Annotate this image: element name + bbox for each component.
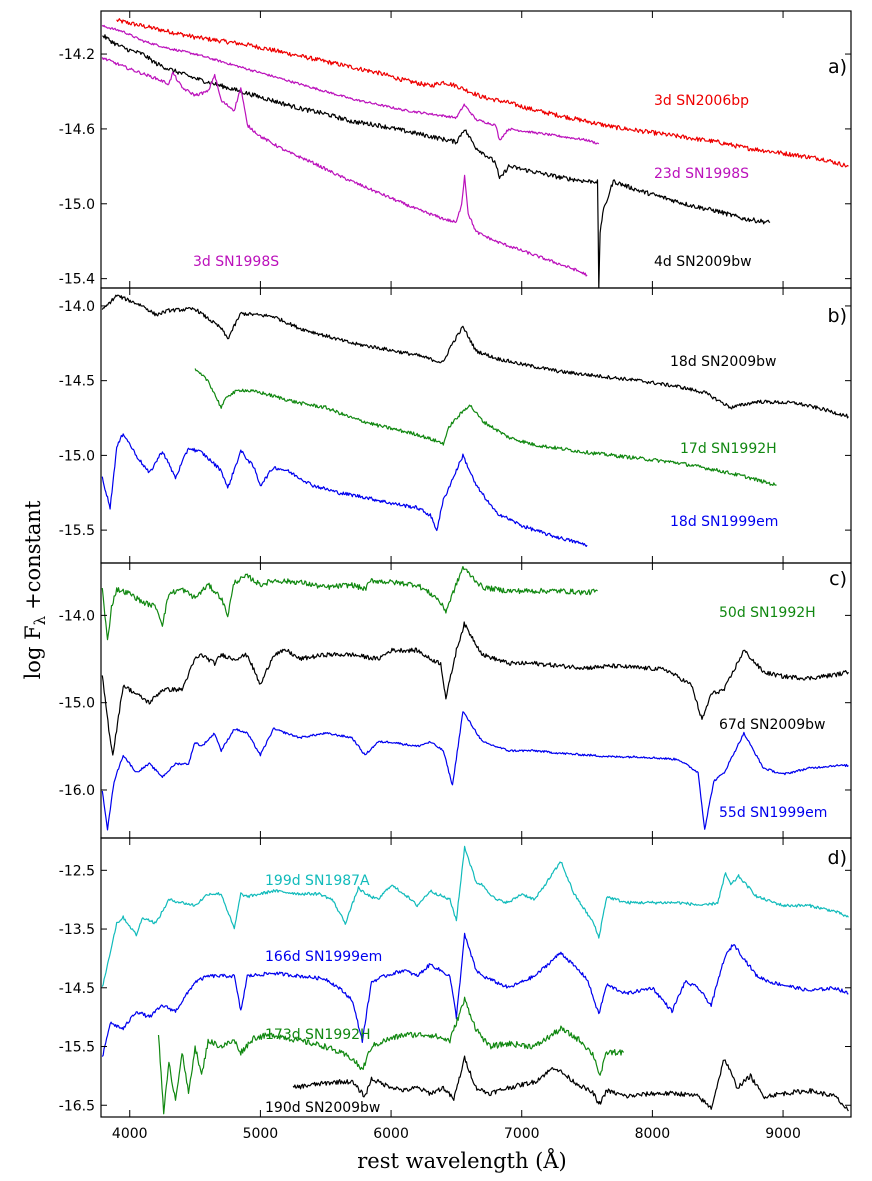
x-tick-label: 5000 xyxy=(243,1126,279,1142)
label-3d-sn1998s: 3d SN1998S xyxy=(193,254,279,270)
spectrum-3d-sn1998s xyxy=(101,57,588,277)
y-tick-label: -15.5 xyxy=(59,523,95,539)
spectrum-23d-sn1998s xyxy=(101,24,600,145)
y-tick-label: -14.5 xyxy=(59,981,95,997)
y-tick-label: -16.5 xyxy=(59,1098,95,1114)
y-tick-label: -14.5 xyxy=(59,374,95,390)
x-tick-label: 7000 xyxy=(504,1126,540,1142)
label-3d-sn2006bp: 3d SN2006bp xyxy=(654,93,749,109)
label-23d-sn1998s: 23d SN1998S xyxy=(654,166,749,182)
x-tick-label: 6000 xyxy=(373,1126,409,1142)
panel-label-d: d) xyxy=(828,847,847,869)
spectrum-18d-sn2009bw xyxy=(101,294,849,419)
spectrum-166d-sn1999em xyxy=(101,932,849,1057)
y-tick-label: -12.5 xyxy=(59,863,95,879)
x-axis-title: rest wavelength (Å) xyxy=(357,1148,566,1173)
spectrum-173d-sn1992h xyxy=(157,996,625,1115)
spectrum-67d-sn2009bw xyxy=(101,621,849,756)
spectrum-4d-sn2009bw xyxy=(102,34,771,288)
y-tick-label: -15.4 xyxy=(59,272,95,288)
y-tick-label: -15.0 xyxy=(59,197,95,213)
spectrum-190d-sn2009bw xyxy=(292,1055,849,1112)
x-tick-label: 9000 xyxy=(765,1126,801,1142)
y-tick-label: -13.5 xyxy=(59,922,95,938)
y-tick-label: -14.0 xyxy=(59,608,95,624)
x-tick-label: 8000 xyxy=(635,1126,671,1142)
label-190d-sn2009bw: 190d SN2009bw xyxy=(265,1100,380,1116)
y-tick-label: -15.0 xyxy=(59,696,95,712)
panel-label-a: a) xyxy=(828,56,847,78)
spectrum-199d-sn1987a xyxy=(101,845,849,987)
y-tick-label: -14.2 xyxy=(59,47,95,63)
y-axis-title-sub: λ xyxy=(31,615,49,625)
x-tick-label: 4000 xyxy=(112,1126,148,1142)
label-18d-sn1999em: 18d SN1999em xyxy=(670,514,778,530)
label-17d-sn1992h: 17d SN1992H xyxy=(680,441,777,457)
label-166d-sn1999em: 166d SN1999em xyxy=(265,949,382,965)
spectrum-50d-sn1992h xyxy=(101,565,598,641)
spectrum-3d-sn2006bp xyxy=(116,18,849,168)
y-axis-title: log Fλ +constant xyxy=(21,500,49,679)
label-199d-sn1987a: 199d SN1987A xyxy=(265,873,370,889)
label-173d-sn1992h: 173d SN1992H xyxy=(265,1027,371,1043)
label-50d-sn1992h: 50d SN1992H xyxy=(719,605,816,621)
y-tick-label: -15.0 xyxy=(59,448,95,464)
panel-frame-3 xyxy=(100,837,852,1118)
plot-layer: -14.2 -14.6 -15.0 -15.4 -14.0 -14.5 -15.0 -15.5… xyxy=(59,10,852,1142)
y-tick-label: -14.0 xyxy=(59,299,95,315)
label-55d-sn1999em: 55d SN1999em xyxy=(719,805,827,821)
y-axis-title-main: log F xyxy=(21,625,45,679)
label-4d-sn2009bw: 4d SN2009bw xyxy=(654,254,752,270)
y-tick-label: -14.6 xyxy=(59,122,95,138)
label-18d-sn2009bw: 18d SN2009bw xyxy=(670,354,776,370)
svg-text:log Fλ+constant: log Fλ +constant xyxy=(21,500,49,679)
y-axis-title-tail: +constant xyxy=(21,500,45,610)
label-67d-sn2009bw: 67d SN2009bw xyxy=(719,717,825,733)
panel-label-c: c) xyxy=(829,568,847,590)
spectrum-18d-sn1999em xyxy=(101,433,588,548)
y-tick-label: -16.0 xyxy=(59,783,95,799)
spectrum-17d-sn1992h xyxy=(194,368,777,486)
panel-label-b: b) xyxy=(828,305,847,327)
spectrum-55d-sn1999em xyxy=(101,711,849,831)
y-tick-label: -15.5 xyxy=(59,1040,95,1056)
